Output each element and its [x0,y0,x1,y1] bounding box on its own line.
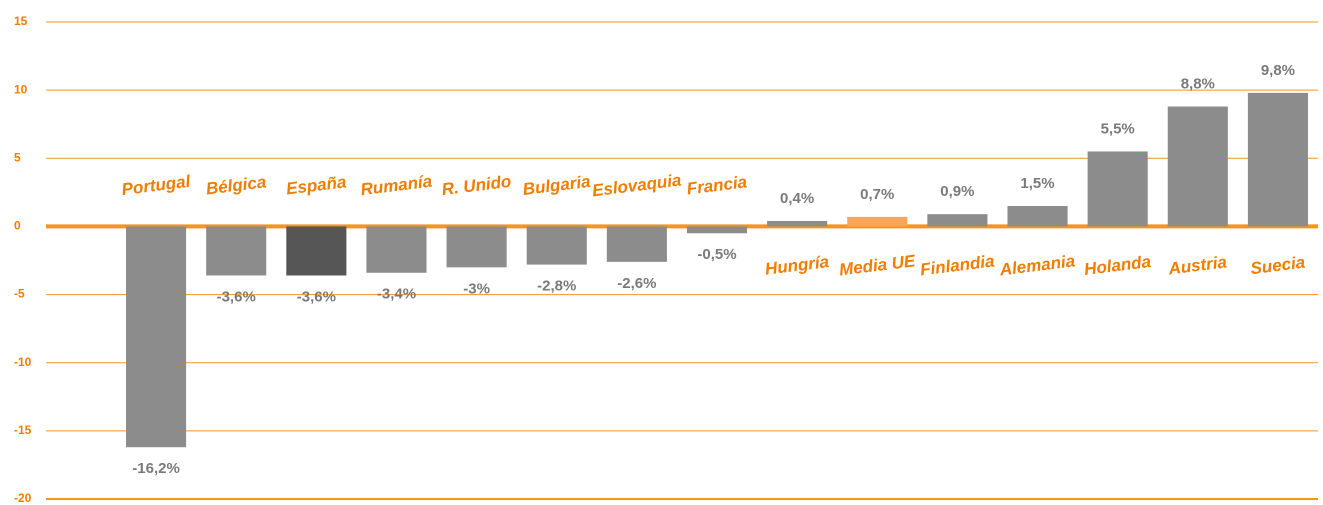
category-label: Media UE [838,251,917,279]
bar [1087,151,1148,227]
value-label: -3,6% [297,288,336,305]
value-label: -3,6% [217,288,256,305]
category-label: Austria [1166,252,1227,278]
category-label: Portugal [121,172,193,199]
y-tick-label: 15 [14,14,28,28]
category-label: Bulgaria [522,172,592,199]
category-label: Bélgica [205,172,267,198]
category-label: Francia [686,172,748,198]
value-label: -16,2% [132,460,180,477]
bar [927,214,988,227]
y-tick-label: 5 [14,150,21,164]
category-label: R. Unido [441,172,513,199]
category-label: Suecia [1249,253,1306,279]
value-label: 8,8% [1181,75,1215,92]
bar [847,216,908,227]
category-label: Rumanía [360,172,434,200]
y-tick-label: 10 [14,82,28,96]
category-label: España [285,172,347,198]
y-tick-label: -20 [14,491,32,505]
bar [1247,92,1308,227]
bar [1167,106,1228,227]
y-tick-label: -15 [14,423,32,437]
value-label: -3% [463,280,490,297]
value-label: 1,5% [1020,175,1054,192]
value-label: -2,6% [617,275,656,292]
category-label: Hungría [764,252,830,279]
bar [526,226,587,265]
bar [286,226,347,276]
value-label: 0,4% [780,190,814,207]
y-tick-label: -5 [14,287,25,301]
category-label: Holanda [1083,252,1152,279]
bar [206,226,267,276]
value-label: -0,5% [697,246,736,263]
value-label: -3,4% [377,286,416,303]
bar [366,226,427,273]
bar [446,226,507,268]
bar [1007,205,1068,227]
bar [606,226,667,262]
y-tick-label: 0 [14,219,21,233]
bar [767,220,828,227]
value-label: 0,9% [940,183,974,200]
bar [686,226,748,234]
category-label: Alemania [998,251,1076,279]
value-label: 5,5% [1101,120,1135,137]
value-label: 9,8% [1261,62,1295,79]
value-label: -2,8% [537,278,576,295]
y-tick-label: -10 [14,355,32,369]
category-label: Eslovaquia [591,171,682,201]
bar [126,226,187,448]
value-label: 0,7% [860,186,894,203]
category-label: Finlandia [919,251,995,279]
